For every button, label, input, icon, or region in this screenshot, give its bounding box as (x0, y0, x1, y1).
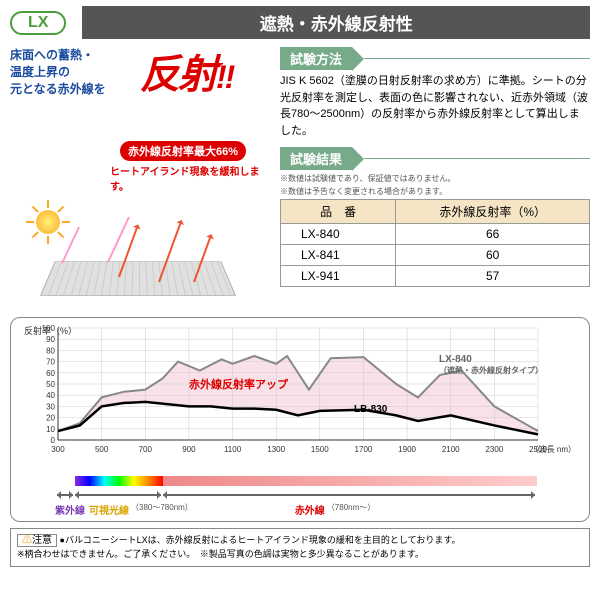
footer-notice: ⚠注意 ●バルコニーシートLXは、赤外線反射によるヒートアイランド現象の緩和を主… (10, 528, 590, 567)
series-label-lx: LX-840（遮熱・赤外線反射タイプ） (439, 354, 543, 376)
result-table: 品 番赤外線反射率（%） LX-84066 LX-84160 LX-94157 (280, 199, 590, 287)
svg-text:500: 500 (95, 445, 109, 454)
intro-text-2: 温度上昇の (10, 65, 70, 79)
svg-text:40: 40 (46, 392, 55, 401)
heat-island-note: ヒートアイランド現象を緩和します。 (110, 163, 270, 193)
svg-text:20: 20 (46, 414, 55, 423)
spectrum-bar (57, 476, 537, 486)
svg-text:1500: 1500 (311, 445, 329, 454)
intro-text-1: 床面への蓄熱・ (10, 48, 94, 62)
svg-text:70: 70 (46, 358, 55, 367)
svg-text:10: 10 (46, 425, 55, 434)
svg-text:1900: 1900 (398, 445, 416, 454)
product-badge: LX (10, 11, 66, 35)
svg-text:反射率（%）: 反射率（%） (24, 325, 77, 336)
svg-text:1300: 1300 (267, 445, 285, 454)
result-note-1: ※数値は試験値であり、保証値ではありません。 (280, 173, 590, 184)
hero-illustration: 床面への蓄熱・ 温度上昇の 元となる赤外線を 反射!! 赤外線反射率最大66% … (10, 47, 270, 307)
result-note-2: ※数値は予告なく変更される場合があります。 (280, 186, 590, 197)
svg-text:30: 30 (46, 403, 55, 412)
svg-text:300: 300 (51, 445, 65, 454)
svg-text:50: 50 (46, 380, 55, 389)
svg-text:80: 80 (46, 347, 55, 356)
method-heading: 試験方法 (280, 47, 352, 70)
method-text: JIS K 5602（塗膜の日射反射率の求め方）に準拠。シートの分光反射率を測定… (280, 73, 590, 139)
svg-text:900: 900 (182, 445, 196, 454)
result-heading: 試験結果 (280, 147, 352, 170)
chart-callout: 赤外線反射率アップ (189, 376, 288, 392)
svg-text:60: 60 (46, 369, 55, 378)
sun-icon (28, 202, 68, 242)
reflectance-chart: 0102030405060708090100300500700900110013… (10, 317, 590, 522)
svg-text:1700: 1700 (355, 445, 373, 454)
svg-text:700: 700 (139, 445, 153, 454)
series-label-lb: LB-830 (354, 404, 387, 415)
max-rate-badge: 赤外線反射率最大66% (120, 141, 246, 161)
intro-text-3: 元となる赤外線を (10, 82, 106, 96)
svg-text:（波長 nm）: （波長 nm） (531, 444, 576, 454)
svg-text:2300: 2300 (485, 445, 503, 454)
svg-text:90: 90 (46, 336, 55, 345)
spectrum-labels: 紫外線 可視光線 （380～780nm） 赤外線 （780nm～） (55, 502, 581, 517)
reflect-headline: 反射!! (140, 42, 233, 100)
page-title: 遮熱・赤外線反射性 (82, 6, 590, 39)
svg-text:2100: 2100 (442, 445, 460, 454)
svg-text:1100: 1100 (224, 445, 242, 454)
svg-text:0: 0 (51, 436, 56, 445)
